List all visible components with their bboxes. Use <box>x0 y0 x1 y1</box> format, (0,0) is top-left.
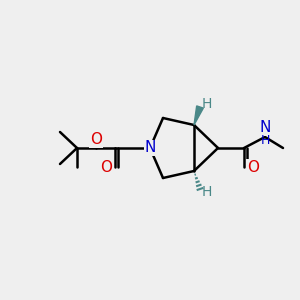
Text: N: N <box>144 140 156 155</box>
Text: O: O <box>247 160 259 175</box>
Text: O: O <box>90 133 102 148</box>
Text: H: H <box>260 134 270 146</box>
Text: H: H <box>202 185 212 199</box>
Text: N: N <box>259 121 271 136</box>
Text: H: H <box>202 97 212 111</box>
Text: O: O <box>100 160 112 175</box>
Polygon shape <box>194 106 203 125</box>
